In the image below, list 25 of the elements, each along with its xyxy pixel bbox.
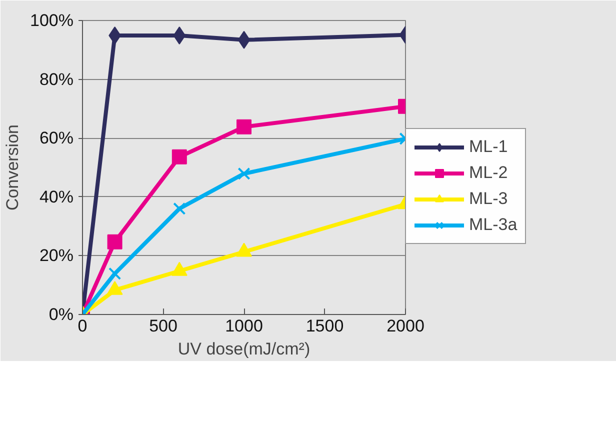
y-tick-label: 60% [39,128,74,148]
x-tick-label: 1000 [225,316,263,336]
y-axis-title: Conversion [3,124,22,210]
x-tick-label: 0 [78,316,88,336]
x-tick-label: 500 [149,316,178,336]
legend-label: ML-3a [469,215,518,235]
point [238,167,250,180]
point [107,234,122,250]
y-tick-label: 80% [39,70,74,89]
point [236,119,252,134]
x-axis-title: UV dose(mJ/cm²) [178,340,310,358]
y-tick-label: 40% [39,187,74,206]
y-tick-label: 0% [48,305,74,324]
x-tick-label: 2000 [386,316,424,336]
point [238,30,250,49]
point [173,202,186,215]
x-tick-label: 1500 [306,316,344,336]
legend-label: ML-2 [469,163,508,183]
point [172,149,187,164]
y-tick-label: 100% [30,11,74,30]
legend-label: ML-3 [469,189,508,209]
legend-label: ML-1 [469,137,508,157]
point [108,267,122,280]
point [173,26,186,44]
y-tick-label: 20% [39,246,74,266]
